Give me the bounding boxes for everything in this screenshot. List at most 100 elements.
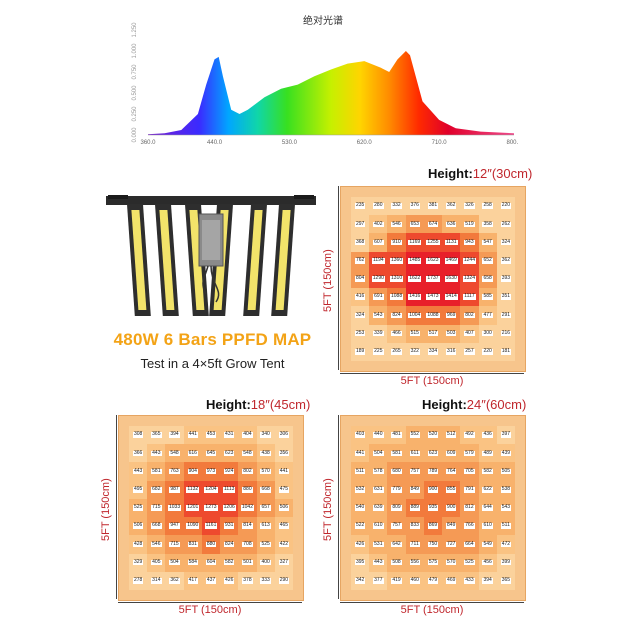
ppfd-cell: 332 <box>387 197 406 216</box>
ppfd-value: 1194 <box>371 257 385 264</box>
panel-height-label: Height:24″(60cm) <box>422 397 527 412</box>
ppfd-value: 441 <box>187 431 198 438</box>
ppfd-map-18in: Height:18″(45cm) 5FT (150cm) 308 365 394 44… <box>100 395 315 625</box>
ppfd-cell: 613 <box>256 517 275 536</box>
ppfd-value: 504 <box>373 449 384 457</box>
ppfd-cell: 1469 <box>442 251 461 270</box>
ppfd-value: 610 <box>482 522 493 529</box>
ppfd-cell: 715 <box>165 535 184 554</box>
spectrum-x-tick: 360.0 <box>140 140 156 146</box>
ppfd-value: 1310 <box>389 275 404 282</box>
ppfd-value: 616 <box>187 449 198 457</box>
ppfd-cell: 1622 <box>405 269 424 289</box>
ppfd-cell: 900 <box>423 480 443 499</box>
ppfd-value: 804 <box>354 275 366 282</box>
ppfd-grid: 235 280 332 376 381 362 326 258 220 297 402 546 653 6… <box>351 197 515 361</box>
spectrum-y-ticks: 0.000 0.250 0.500 0.750 1.000 1.250 <box>132 22 138 143</box>
ppfd-cell: 680 <box>387 462 406 481</box>
ppfd-cell: 257 <box>460 342 479 361</box>
led-strip <box>275 210 291 310</box>
ppfd-value: 969 <box>446 311 457 319</box>
ppfd-cell: 1310 <box>387 269 406 289</box>
ppfd-cell: 814 <box>238 517 257 536</box>
ppfd-value: 623 <box>224 449 235 457</box>
ppfd-cell: 833 <box>405 517 424 536</box>
panel-side-dimension: 5FT (150cm) <box>100 478 112 542</box>
ppfd-cell: 220 <box>478 342 497 361</box>
ppfd-cell: 653 <box>405 215 424 234</box>
ppfd-value: 548 <box>169 449 180 457</box>
ppfd-value: 419 <box>391 577 402 584</box>
ppfd-cell: 520 <box>423 426 443 445</box>
panel-height-label: Height:12″(30cm) <box>428 166 533 181</box>
ppfd-value: 869 <box>427 522 439 529</box>
ppfd-value: 1204 <box>204 486 218 493</box>
ppfd-value: 802 <box>242 467 253 475</box>
ppfd-value: 453 <box>205 431 217 438</box>
ppfd-value: 987 <box>169 486 180 493</box>
ppfd-cell: 393 <box>496 269 515 289</box>
ppfd-cell: 508 <box>387 553 406 572</box>
ppfd-value: 525 <box>464 558 475 566</box>
ppfd-value: 757 <box>409 467 420 475</box>
ppfd-cell: 506 <box>129 517 148 536</box>
ppfd-value: 547 <box>482 238 493 246</box>
ppfd-cell: 342 <box>351 571 370 590</box>
ppfd-value: 549 <box>482 540 493 548</box>
ppfd-value: 1042 <box>240 504 254 511</box>
ppfd-cell: 1416 <box>405 288 424 307</box>
spectrum-x-tick: 530.0 <box>282 140 298 146</box>
ppfd-value: 824 <box>391 311 402 319</box>
ppfd-cell: 1088 <box>423 306 443 325</box>
ppfd-value: 824 <box>224 540 235 548</box>
ppfd-cell: 522 <box>351 517 370 536</box>
ppfd-value: 280 <box>373 202 384 209</box>
fixture-top-bar <box>106 196 316 205</box>
ppfd-value: 657 <box>260 504 271 511</box>
ppfd-cell: 644 <box>478 498 497 518</box>
ppfd-grid: 403 440 481 552 520 512 492 436 397 441 504 581 611 6… <box>351 426 515 590</box>
ppfd-cell: 1088 <box>387 288 406 307</box>
ppfd-value: 504 <box>169 558 180 566</box>
ppfd-cell: 766 <box>460 517 479 536</box>
ppfd-cell: 504 <box>369 444 388 463</box>
ppfd-cell: 466 <box>387 324 406 343</box>
ppfd-value: 258 <box>482 202 493 209</box>
ppfd-value: 644 <box>482 504 493 511</box>
ppfd-cell: 441 <box>274 462 293 481</box>
ppfd-value: 631 <box>373 486 384 493</box>
ppfd-cell: 340 <box>256 426 275 445</box>
ppfd-cell: 431 <box>220 426 239 445</box>
ppfd-value: 308 <box>132 431 144 438</box>
ppfd-cell: 356 <box>274 444 293 463</box>
ppfd-value: 511 <box>500 522 511 529</box>
ppfd-cell: 404 <box>238 426 257 445</box>
ppfd-value: 456 <box>482 558 493 566</box>
ppfd-value: 342 <box>354 577 366 584</box>
ppfd-cell: 578 <box>369 462 388 481</box>
ppfd-cell: 362 <box>165 571 184 590</box>
ppfd-cell: 762 <box>351 251 370 270</box>
ppfd-cell: 889 <box>405 498 424 518</box>
spectrum-x-tick: 440.0 <box>207 140 223 146</box>
ppfd-cell: 365 <box>496 571 515 590</box>
ppfd-cell: 645 <box>201 444 221 463</box>
ppfd-cell: 220 <box>496 197 515 216</box>
ppfd-value: 658 <box>482 275 493 282</box>
ppfd-cell: 947 <box>165 517 184 536</box>
ppfd-value: 519 <box>464 220 475 228</box>
ppfd-map-24in: Height:24″(60cm) 5FT (150cm) 403 440 481 55… <box>322 395 628 625</box>
ppfd-cell: 855 <box>442 480 461 499</box>
ppfd-cell: 1630 <box>442 269 461 289</box>
ppfd-value: 582 <box>482 467 493 475</box>
ppfd-value: 623 <box>427 449 439 457</box>
ppfd-cell: 623 <box>220 444 239 463</box>
ppfd-cell: 1273 <box>201 498 221 518</box>
ppfd-value: 253 <box>354 329 366 337</box>
ppfd-cell: 515 <box>405 324 424 343</box>
ppfd-cell: 757 <box>405 462 424 481</box>
ppfd-cell: 181 <box>496 342 515 361</box>
ppfd-value: 831 <box>187 540 198 548</box>
ppfd-cell: 609 <box>442 444 461 463</box>
ppfd-cell: 585 <box>478 288 497 307</box>
